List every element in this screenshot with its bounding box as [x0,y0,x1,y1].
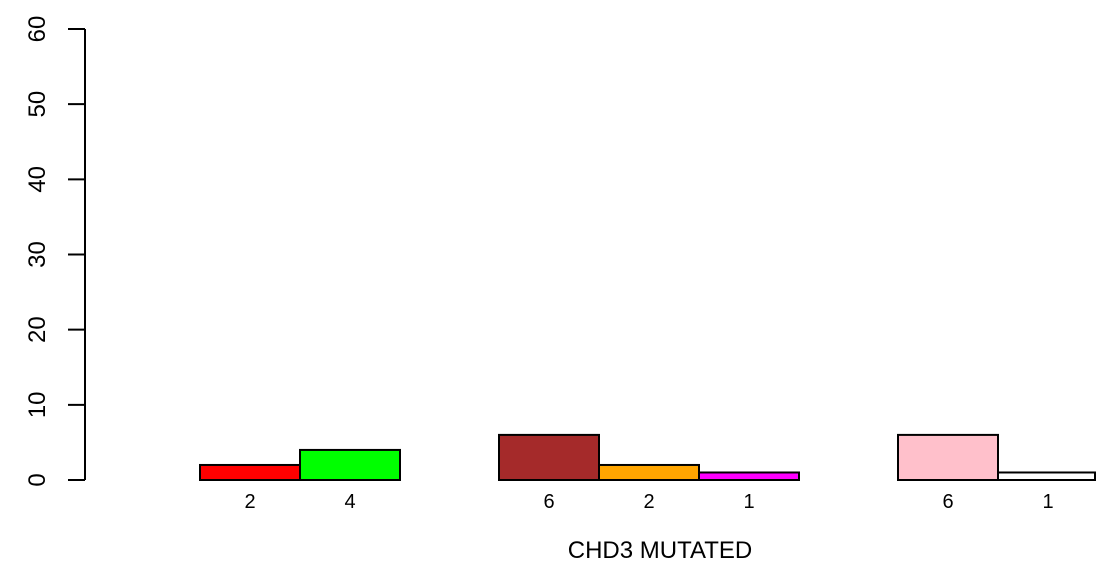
bar-value-labels: 2 4 6 2 1 6 1 [244,491,1053,513]
bar-value-label: 2 [244,491,255,513]
y-tick-label: 10 [24,391,51,418]
y-tick-label: 50 [24,91,51,118]
bar [997,471,1096,482]
y-tick-label: 40 [24,166,51,193]
y-tick-label: 30 [24,241,51,268]
bar [698,471,800,482]
bar-value-label: 1 [743,491,754,513]
y-tick-label: 20 [24,316,51,343]
bar [199,463,301,482]
bar-value-label: 4 [344,491,355,513]
y-tick-label: 60 [24,16,51,43]
bar [897,433,999,481]
bar-value-label: 6 [543,491,554,513]
bars [199,433,1096,482]
bar [498,433,600,481]
bar-value-label: 6 [942,491,953,513]
bar [299,448,401,481]
x-axis-title: CHD3 MUTATED [568,537,752,563]
bar [598,463,700,482]
y-tick-label: 0 [24,473,51,486]
bar-value-label: 1 [1042,491,1053,513]
y-axis: 0 10 20 30 40 50 60 [24,16,86,487]
bar-value-label: 2 [643,491,654,513]
